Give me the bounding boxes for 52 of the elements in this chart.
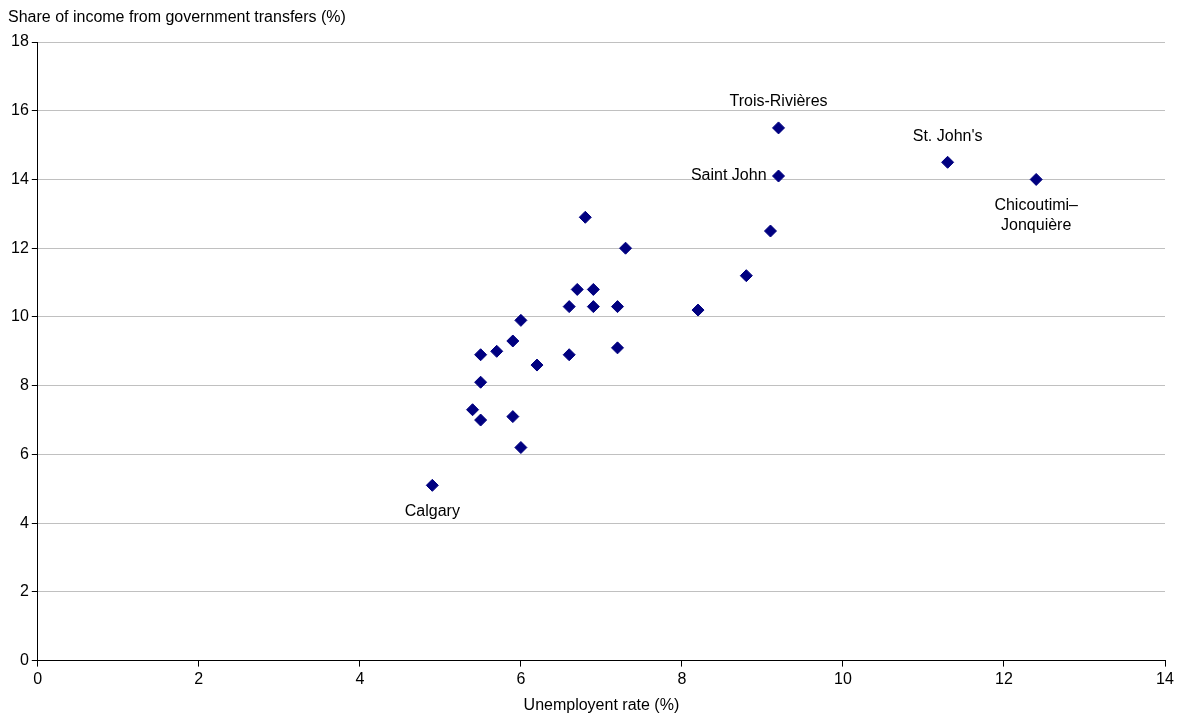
point [562,348,576,362]
point [490,344,504,358]
x-tick-label: 10 [834,669,852,687]
point [739,269,753,283]
annotation: Calgary [404,501,460,519]
point [474,413,488,427]
point [586,282,600,296]
point [530,358,544,372]
point [772,121,786,135]
y-axis-title: Share of income from government transfers (%) [8,8,346,26]
point [570,282,584,296]
y-tick-label: 0 [19,651,29,669]
x-tick-label: 4 [355,669,365,687]
point [514,441,528,455]
point [1029,172,1043,186]
y-tick-label: 2 [19,582,29,600]
point [474,375,488,389]
y-tick-label: 18 [11,32,29,50]
x-tick-label: 12 [995,669,1013,687]
point [425,478,439,492]
y-tick-label: 10 [11,307,29,325]
y-tick-label: 4 [19,513,29,531]
y-tick-label: 8 [19,376,29,394]
point [941,155,955,169]
x-tick-label: 6 [516,669,526,687]
annotation: Trois-Rivières [729,92,828,110]
point [466,403,480,417]
point [772,169,786,183]
point [611,341,624,355]
y-tick-label: 14 [11,169,29,187]
x-tick-label: 8 [677,669,687,687]
point [506,334,520,348]
point [514,313,528,327]
point [506,410,520,424]
x-tick-label: 2 [194,669,204,687]
point [611,300,624,314]
annotation: St. John's [912,126,983,144]
x-tick-label: 0 [33,669,43,687]
y-tick-label: 16 [11,101,29,119]
point [578,210,592,224]
y-tick-label: 6 [19,444,29,462]
point [474,348,488,362]
annotation: Chicoutimi–Jonquière [994,195,1079,233]
point [619,241,633,255]
annotation: Saint John [690,166,767,184]
x-tick-label: 14 [1156,669,1174,687]
point [691,303,705,317]
x-axis-title: Unemployent rate (%) [523,695,680,713]
point [586,300,600,314]
point [763,224,777,238]
y-tick-label: 12 [11,238,29,256]
point [562,300,576,314]
